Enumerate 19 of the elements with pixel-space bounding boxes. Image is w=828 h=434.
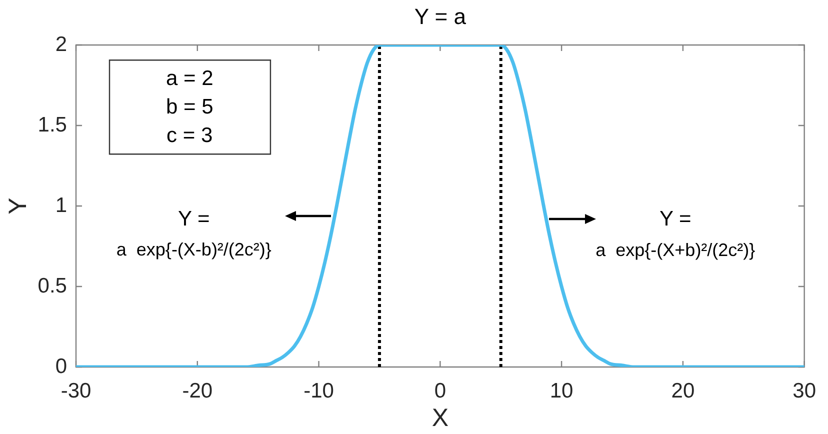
- y-tick-label: 1: [55, 194, 67, 217]
- y-axis-title: Y: [4, 197, 32, 214]
- x-tick-label: 30: [792, 379, 816, 402]
- annotation: Y = a: [414, 4, 467, 30]
- y-tick-label: 0: [55, 354, 67, 378]
- x-axis-title: X: [432, 404, 449, 432]
- x-tick-label: 20: [671, 379, 695, 402]
- y-tick-label: 0.5: [38, 274, 67, 298]
- line-series: [76, 45, 804, 367]
- x-tick-label: -10: [304, 379, 334, 402]
- annotation: Y = a exp{-(X-b)²/(2c²)}: [116, 207, 272, 260]
- annotation: Y = a exp{-(X+b)²/(2c²)}: [596, 208, 756, 260]
- x-tick-label: 10: [550, 379, 574, 402]
- annotation: a = 2 b = 5 c = 3: [166, 66, 214, 147]
- y-tick-label: 2: [55, 32, 67, 56]
- x-tick-label: -20: [182, 379, 213, 402]
- x-tick-label: -30: [60, 379, 92, 402]
- x-tick-label: 0: [434, 379, 446, 402]
- y-tick-label: 1.5: [38, 113, 67, 136]
